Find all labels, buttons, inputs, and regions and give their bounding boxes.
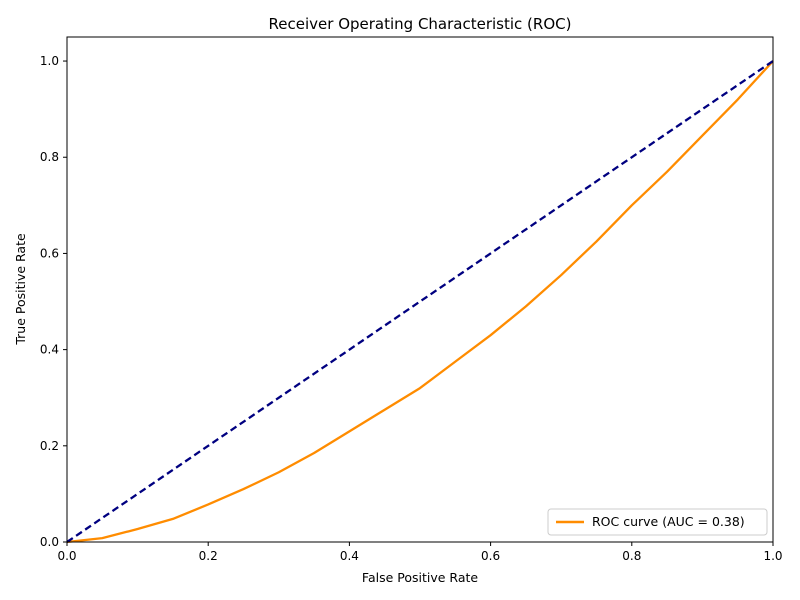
y-tick-label: 1.0 xyxy=(40,54,59,68)
plot-frame xyxy=(66,36,774,543)
x-tick-label: 1.0 xyxy=(763,549,782,563)
plot-area xyxy=(66,60,774,544)
chance-diagonal-line xyxy=(66,60,774,543)
y-tick-label: 0.6 xyxy=(40,246,59,260)
legend-box xyxy=(547,508,768,536)
x-axis-label: False Positive Rate xyxy=(362,570,478,585)
legend: ROC curve (AUC = 0.38) xyxy=(547,508,768,536)
y-tick-label: 0.8 xyxy=(40,150,59,164)
x-tick-label: 0.2 xyxy=(199,549,218,563)
legend-label-roc: ROC curve (AUC = 0.38) xyxy=(592,514,745,529)
x-axis-ticks: 0.0 0.2 0.4 0.6 0.8 1.0 xyxy=(57,542,783,563)
y-tick-label: 0.4 xyxy=(40,343,59,357)
chart-title: Receiver Operating Characteristic (ROC) xyxy=(269,15,572,33)
y-tick-label: 0.2 xyxy=(40,439,59,453)
y-axis-label: True Positive Rate xyxy=(13,233,28,346)
x-tick-label: 0.8 xyxy=(622,549,641,563)
y-axis-ticks: 0.0 0.2 0.4 0.6 0.8 1.0 xyxy=(40,54,67,549)
x-tick-label: 0.0 xyxy=(57,549,76,563)
x-tick-label: 0.4 xyxy=(340,549,359,563)
roc-curve-line xyxy=(66,60,774,544)
y-tick-label: 0.0 xyxy=(40,535,59,549)
x-tick-label: 0.6 xyxy=(481,549,500,563)
